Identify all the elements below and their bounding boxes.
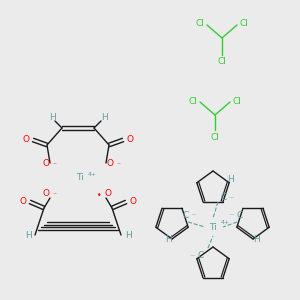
Text: C: C — [221, 194, 227, 202]
Text: Cl: Cl — [189, 97, 197, 106]
Text: H: H — [49, 113, 56, 122]
Text: ⁻: ⁻ — [52, 190, 56, 200]
Text: ⁻: ⁻ — [52, 160, 56, 169]
Text: 4+: 4+ — [87, 172, 97, 176]
Text: Cl: Cl — [196, 20, 204, 28]
Text: ⁻⁻: ⁻⁻ — [190, 256, 196, 260]
Text: O: O — [127, 134, 134, 143]
Text: H: H — [124, 230, 131, 239]
Text: O: O — [106, 160, 113, 169]
Text: Cl: Cl — [218, 58, 226, 67]
Text: Cl: Cl — [211, 133, 219, 142]
Text: H: H — [165, 235, 171, 244]
Text: O: O — [20, 196, 26, 206]
Text: ⁻⁻: ⁻⁻ — [229, 214, 235, 220]
Text: Ti: Ti — [209, 223, 217, 232]
Text: 4+: 4+ — [220, 220, 230, 226]
Text: C: C — [237, 211, 243, 220]
Text: O: O — [22, 134, 29, 143]
Text: H: H — [254, 235, 260, 244]
Text: C: C — [183, 211, 189, 220]
Text: O: O — [43, 190, 50, 199]
Text: O: O — [130, 196, 136, 206]
Text: Ti: Ti — [76, 173, 84, 182]
Text: ⁻⁻: ⁻⁻ — [191, 214, 197, 220]
Text: O: O — [43, 160, 50, 169]
Text: C: C — [198, 251, 204, 260]
Text: H: H — [228, 176, 234, 184]
Text: Cl: Cl — [232, 97, 242, 106]
Text: H: H — [100, 113, 107, 122]
Text: Cl: Cl — [240, 20, 248, 28]
Text: H: H — [25, 230, 32, 239]
Text: O: O — [104, 190, 112, 199]
Text: ⁻⁻: ⁻⁻ — [229, 197, 235, 202]
Text: •: • — [97, 190, 101, 200]
Text: ⁻: ⁻ — [116, 160, 120, 169]
